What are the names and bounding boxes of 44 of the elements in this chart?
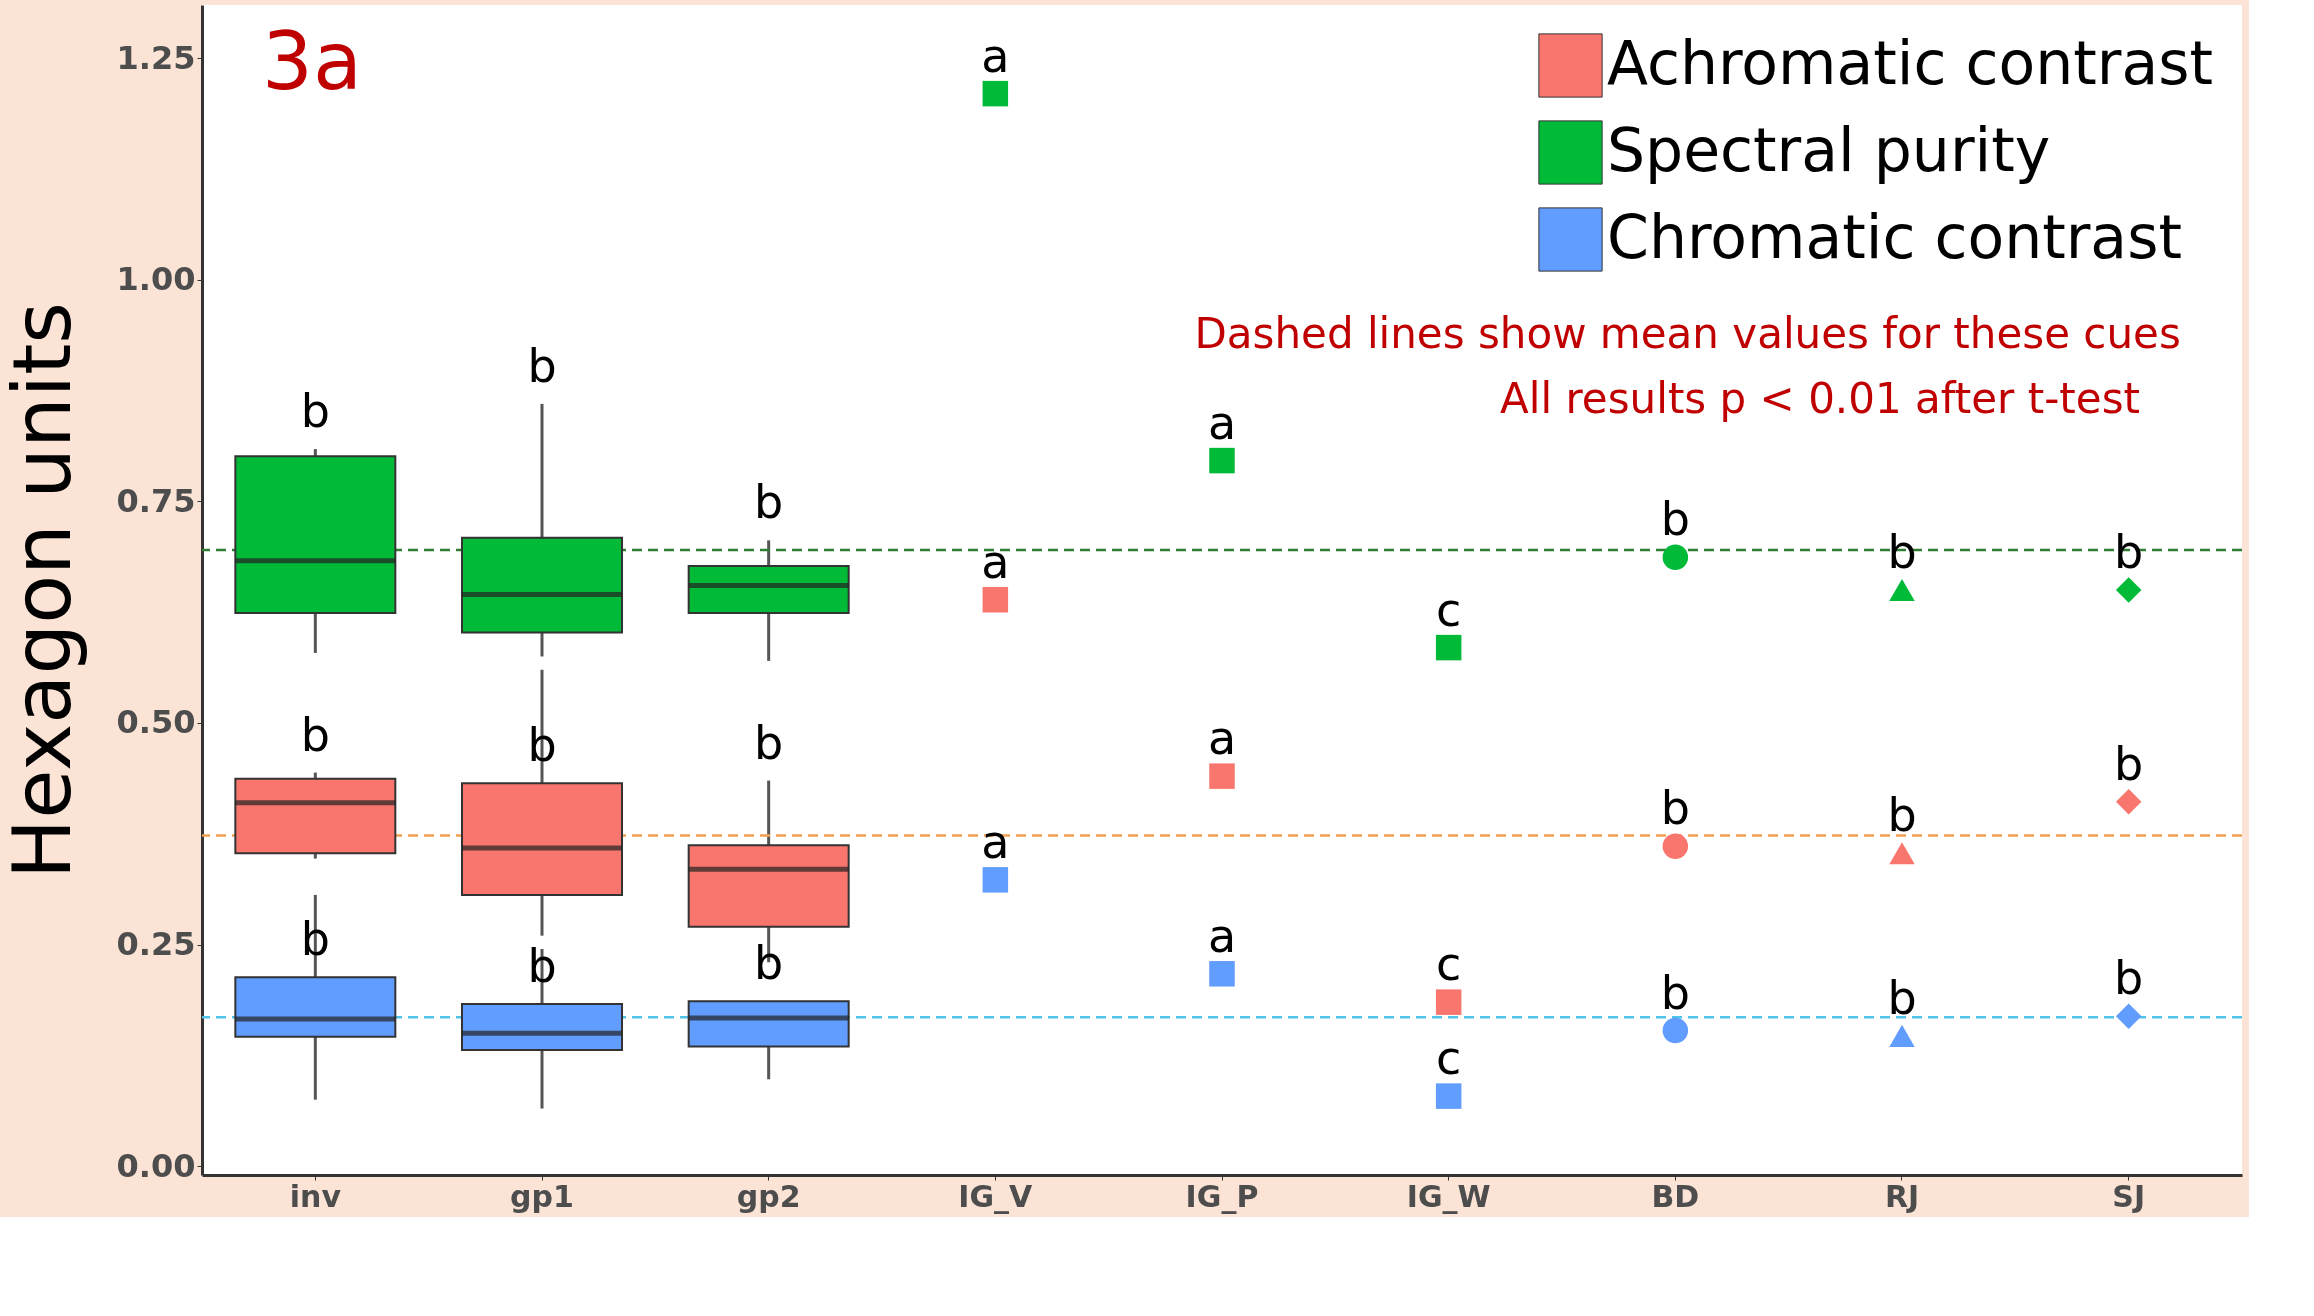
annotation: b	[300, 384, 330, 439]
x-tick-label: BD	[1651, 1178, 1700, 1214]
annotation: c	[1436, 937, 1462, 992]
annotation: b	[1887, 970, 1917, 1025]
y-tick-label: 0.75	[116, 481, 196, 520]
annotation: a	[981, 28, 1010, 83]
annotation: c	[1436, 582, 1462, 637]
annotation: b	[1887, 788, 1917, 843]
annotation: All results p < 0.01 after t-test	[1500, 374, 2140, 423]
y-tick-label: 1.00	[116, 260, 196, 299]
annotation: 3a	[262, 15, 362, 108]
annotation: b	[527, 338, 557, 393]
annotation: b	[300, 707, 330, 762]
y-tick-label: 1.25	[116, 38, 196, 77]
annotation: Dashed lines show mean values for these cues	[1194, 309, 2181, 358]
annotation: a	[981, 534, 1010, 589]
annotation: a	[1207, 395, 1237, 450]
legend-label: Achromatic contrast	[1607, 27, 2214, 98]
annotation: a	[1207, 711, 1237, 766]
x-tick-label: IG_V	[958, 1178, 1034, 1214]
annotation: b	[1660, 965, 1690, 1020]
x-tick-label: gp2	[736, 1178, 801, 1214]
annotation: b	[2114, 951, 2144, 1006]
annotation: b	[2114, 736, 2144, 791]
y-tick-label: 0.25	[116, 925, 196, 964]
x-tick-label: RJ	[1884, 1178, 1920, 1214]
annotation: b	[754, 936, 784, 991]
legend-label: Chromatic contrast	[1607, 201, 2182, 272]
x-tick-label: inv	[289, 1178, 342, 1214]
x-tick-label: IG_W	[1406, 1178, 1491, 1214]
y-tick-label: 0.50	[116, 703, 196, 742]
annotation: b	[754, 475, 784, 530]
x-tick-label: IG_P	[1185, 1178, 1259, 1214]
legend-label: Spectral purity	[1607, 114, 2051, 185]
y-tick-label: 0.00	[116, 1146, 196, 1185]
annotation: c	[1436, 1031, 1462, 1086]
annotation: b	[1660, 492, 1690, 547]
x-tick-label: SJ	[2112, 1178, 2146, 1214]
y-axis-title: Hexagon units	[0, 302, 89, 879]
annotation: b	[1887, 525, 1917, 579]
annotation: b	[1660, 781, 1690, 836]
annotation: a	[1207, 908, 1237, 963]
x-tick-label: gp1	[510, 1178, 574, 1214]
annotation: b	[754, 715, 784, 770]
